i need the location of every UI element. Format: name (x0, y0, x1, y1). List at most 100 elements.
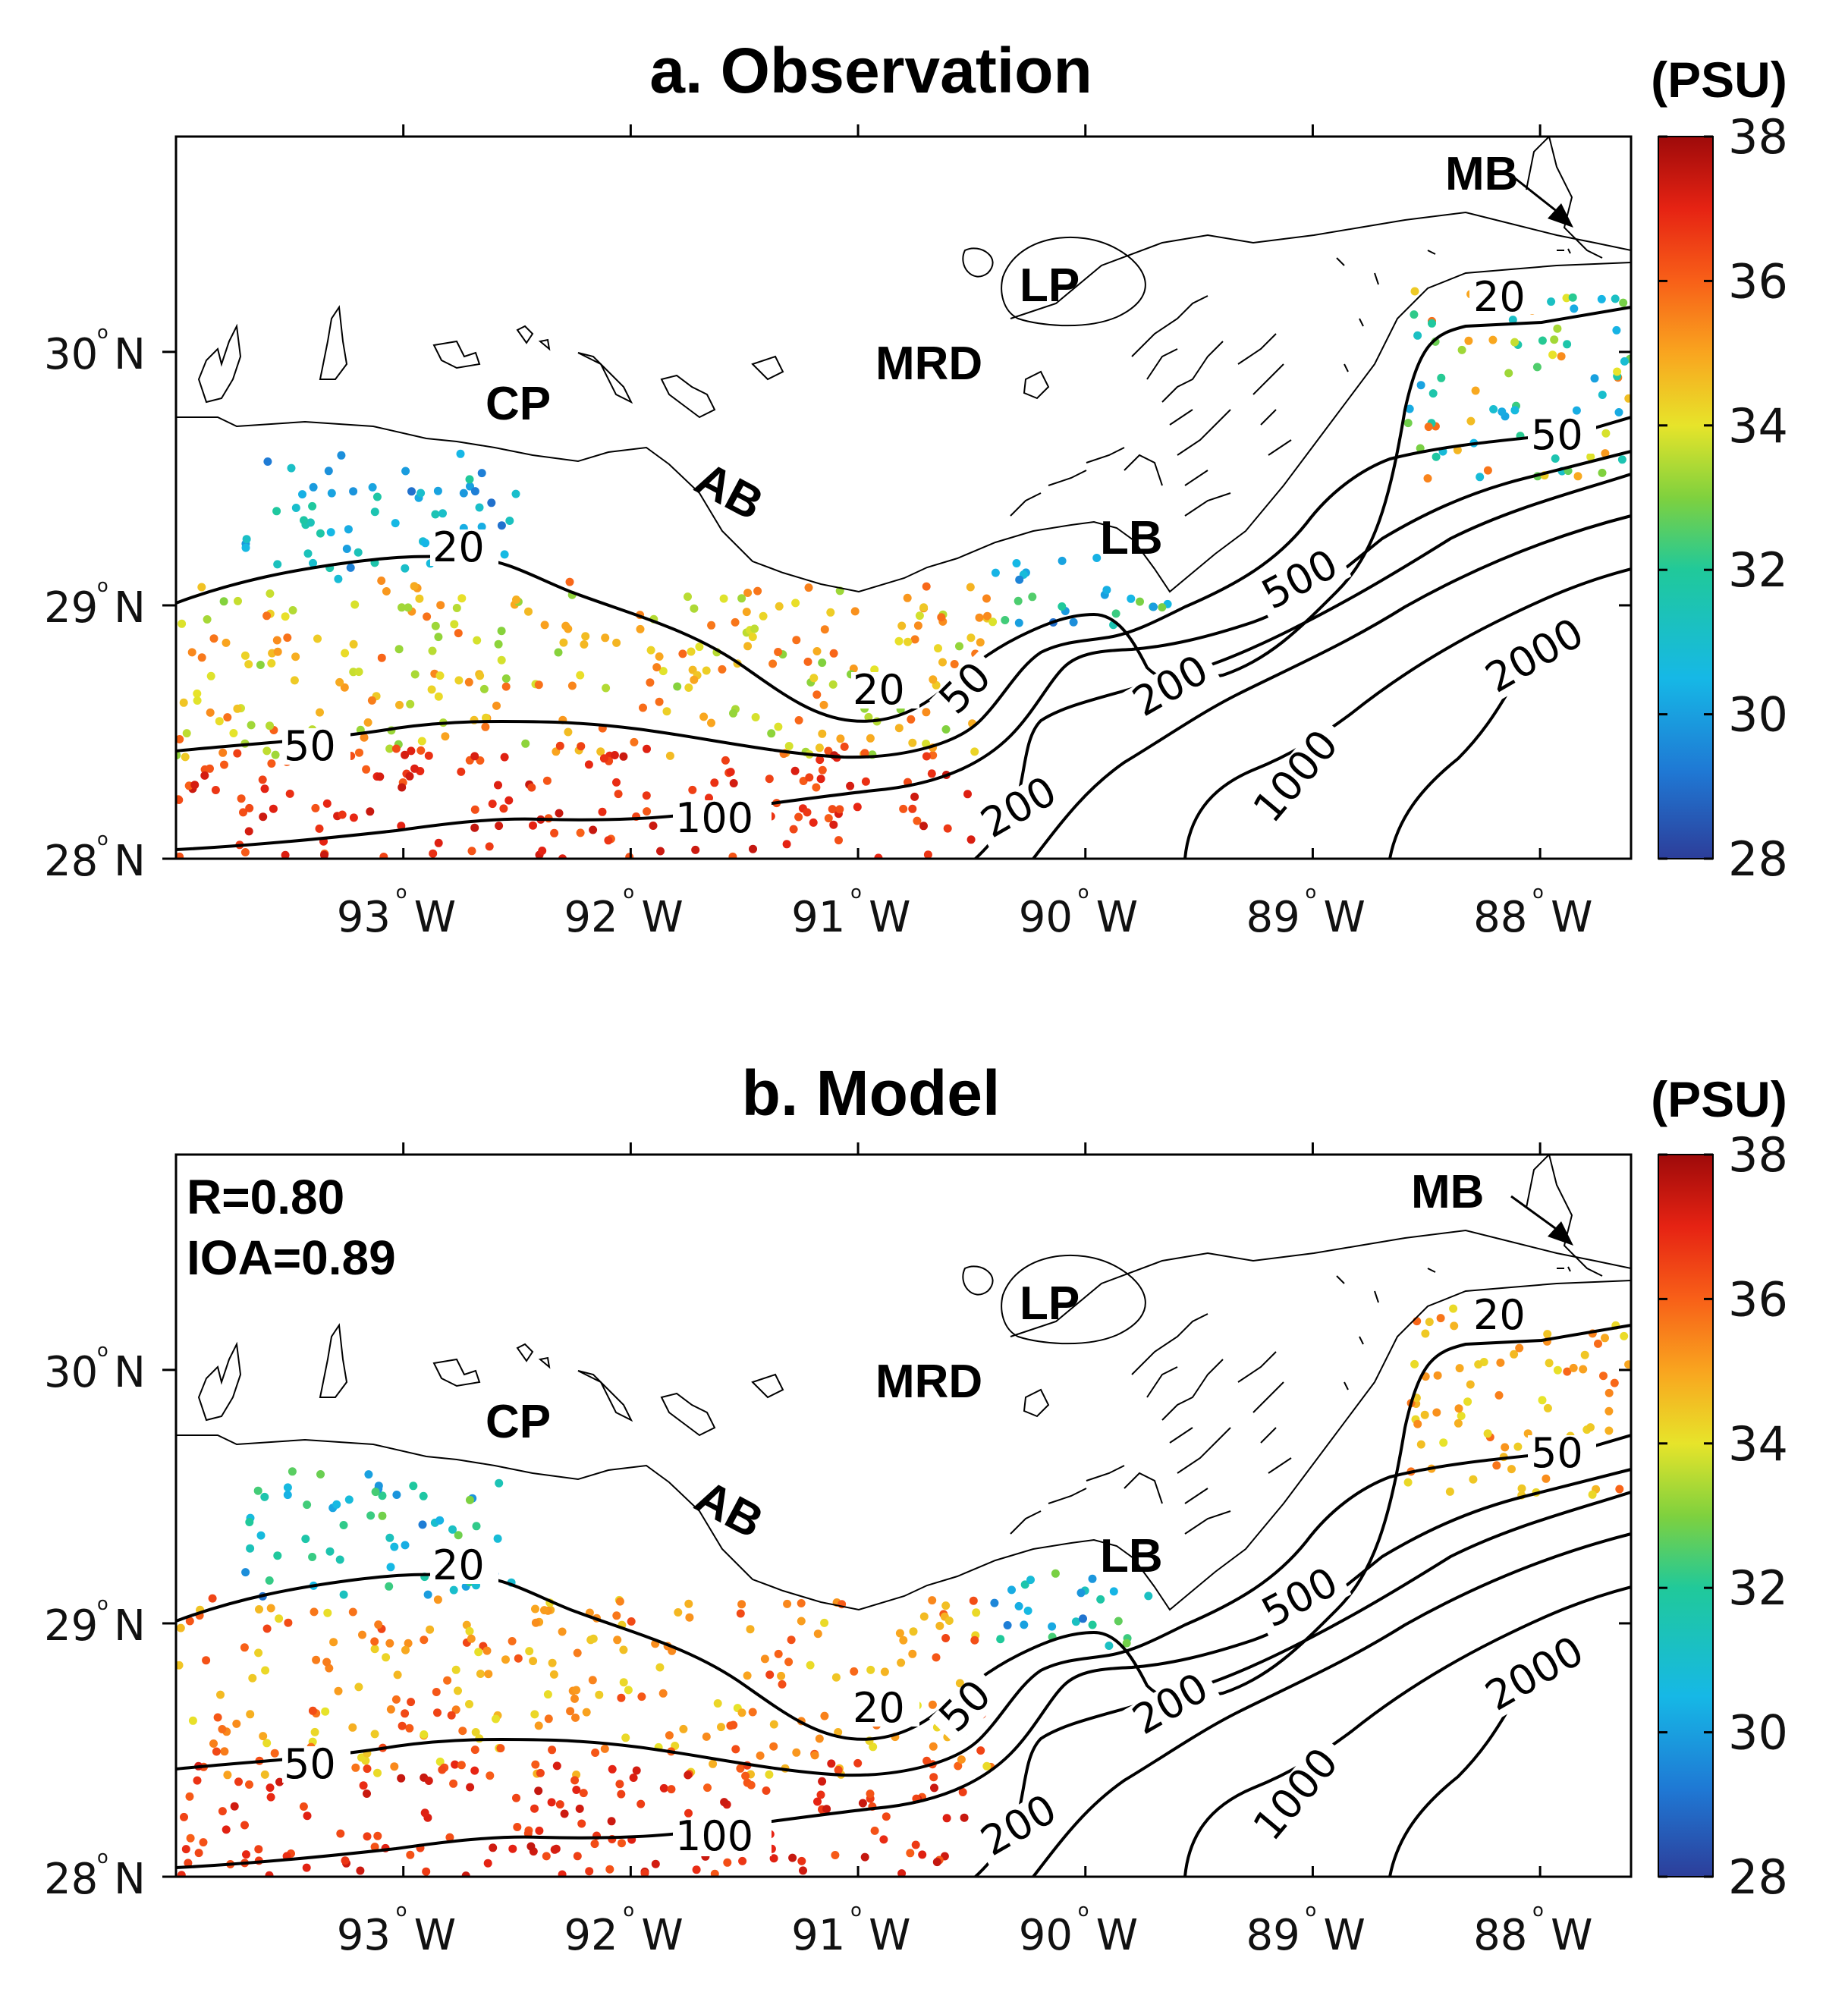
salinity-point (621, 1733, 630, 1742)
salinity-point (525, 1647, 534, 1656)
salinity-point (401, 1645, 410, 1654)
salinity-point (482, 1646, 492, 1655)
salinity-point (736, 1609, 745, 1618)
salinity-point (652, 663, 662, 672)
contour-label: 50 (284, 1740, 336, 1788)
salinity-point (618, 1839, 626, 1848)
salinity-point (870, 665, 879, 674)
salinity-point (584, 760, 593, 769)
y-tick-label: 29 (44, 1601, 98, 1651)
salinity-point (407, 487, 416, 496)
salinity-point (457, 594, 467, 603)
salinity-point (344, 525, 353, 534)
salinity-point (955, 1679, 964, 1688)
salinity-point (233, 749, 242, 758)
x-tick-label: 90 (1019, 893, 1073, 942)
salinity-point (427, 685, 436, 694)
salinity-point (1428, 389, 1438, 398)
salinity-point (1012, 559, 1021, 567)
salinity-point (577, 742, 586, 751)
salinity-point (1469, 1475, 1478, 1484)
salinity-point (765, 1670, 775, 1679)
salinity-point (589, 825, 598, 834)
x-tick-label: 92 (564, 893, 618, 942)
salinity-point (869, 1742, 878, 1752)
salinity-point (470, 487, 479, 496)
salinity-point (447, 1711, 456, 1720)
salinity-point (695, 643, 704, 652)
salinity-point (382, 1653, 391, 1662)
salinity-point (184, 1859, 193, 1868)
salinity-point (197, 583, 206, 592)
salinity-point (1439, 1438, 1448, 1447)
mb-arrowhead (1548, 203, 1573, 228)
salinity-point (456, 449, 465, 458)
salinity-point (406, 1850, 415, 1859)
salinity-point (935, 1621, 944, 1630)
salinity-point (186, 1833, 195, 1843)
salinity-point (927, 769, 936, 778)
salinity-point (256, 1531, 266, 1540)
salinity-point (393, 1670, 402, 1679)
salinity-point (1122, 1639, 1131, 1648)
salinity-point (797, 1617, 806, 1626)
salinity-point (897, 621, 907, 630)
contour-label: 20 (1473, 1291, 1526, 1339)
salinity-point (471, 1728, 480, 1736)
salinity-point (723, 1858, 732, 1867)
salinity-point (834, 1765, 843, 1774)
mb-arrow (1514, 177, 1559, 214)
salinity-point (313, 634, 322, 643)
salinity-point (244, 660, 253, 669)
contour-label: 20 (853, 1684, 905, 1732)
salinity-point (1413, 1419, 1422, 1428)
salinity-point (423, 1590, 432, 1599)
salinity-point (850, 1667, 859, 1676)
salinity-point (267, 658, 276, 668)
salinity-point (176, 1623, 185, 1632)
salinity-point (678, 649, 687, 658)
colorbar-tick-label: 30 (1728, 1705, 1788, 1761)
salinity-point (658, 667, 668, 676)
salinity-point (262, 611, 272, 621)
salinity-point (729, 709, 737, 718)
salinity-point (794, 716, 803, 724)
salinity-point (929, 675, 938, 684)
salinity-point (690, 604, 699, 613)
salinity-point (955, 642, 963, 651)
salinity-point (1615, 1485, 1624, 1494)
salinity-point (564, 624, 573, 633)
y-tick-label: 30 (44, 1348, 98, 1397)
y-tick-degree: o (97, 322, 108, 343)
salinity-point (684, 1599, 693, 1608)
salinity-point (474, 1648, 483, 1657)
x-tick-degree: o (850, 881, 862, 903)
salinity-point (423, 612, 432, 621)
salinity-point (1455, 1364, 1464, 1373)
salinity-point (288, 1467, 297, 1476)
salinity-point (290, 676, 299, 685)
salinity-point (385, 1533, 394, 1542)
salinity-point (199, 1838, 208, 1847)
salinity-point (281, 850, 290, 859)
salinity-point (218, 748, 228, 757)
salinity-point (339, 1521, 348, 1529)
salinity-point (591, 1749, 600, 1757)
salinity-point (585, 1867, 594, 1876)
salinity-point (1437, 373, 1446, 382)
salinity-point (283, 1491, 292, 1500)
salinity-point (322, 799, 332, 808)
salinity-point (407, 746, 416, 756)
salinity-point (662, 707, 671, 716)
colorbar-tick-label: 28 (1728, 831, 1788, 887)
salinity-point (351, 1763, 360, 1772)
salinity-point (531, 1604, 539, 1614)
salinity-point (820, 1618, 829, 1627)
salinity-point (903, 593, 912, 602)
salinity-point (241, 543, 250, 552)
salinity-point (707, 621, 716, 630)
salinity-point (197, 653, 206, 662)
salinity-point (363, 1832, 372, 1841)
salinity-point (1450, 1321, 1459, 1331)
salinity-point (187, 648, 196, 657)
